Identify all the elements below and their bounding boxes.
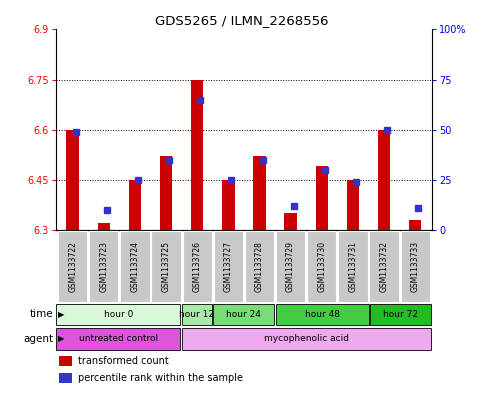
FancyBboxPatch shape [89, 231, 118, 302]
Text: mycophenolic acid: mycophenolic acid [264, 334, 349, 343]
Text: GSM1133727: GSM1133727 [224, 241, 233, 292]
Bar [315, 167, 328, 230]
Bar [59, 373, 72, 384]
Bar [98, 223, 110, 230]
Text: hour 24: hour 24 [227, 310, 261, 319]
FancyBboxPatch shape [400, 231, 430, 302]
Text: ▶: ▶ [58, 334, 64, 343]
Text: GSM1133722: GSM1133722 [68, 241, 77, 292]
Text: GSM1133729: GSM1133729 [286, 241, 295, 292]
Text: hour 48: hour 48 [305, 310, 340, 319]
FancyBboxPatch shape [120, 231, 150, 302]
Bar [378, 130, 390, 230]
Text: ▶: ▶ [58, 310, 64, 319]
Text: GSM1133730: GSM1133730 [317, 241, 326, 292]
Text: transformed count: transformed count [78, 356, 169, 366]
FancyBboxPatch shape [182, 328, 431, 350]
FancyBboxPatch shape [183, 231, 212, 302]
Text: GSM1133733: GSM1133733 [411, 241, 420, 292]
FancyBboxPatch shape [152, 231, 181, 302]
Text: GSM1133725: GSM1133725 [162, 241, 170, 292]
Bar [191, 80, 203, 230]
Bar [128, 180, 141, 230]
Bar [253, 156, 266, 230]
Text: hour 72: hour 72 [384, 310, 418, 319]
Text: GSM1133724: GSM1133724 [130, 241, 140, 292]
Bar [409, 220, 421, 230]
Text: GSM1133732: GSM1133732 [380, 241, 388, 292]
FancyBboxPatch shape [182, 304, 212, 325]
FancyBboxPatch shape [307, 231, 336, 302]
Text: percentile rank within the sample: percentile rank within the sample [78, 373, 243, 384]
Bar [284, 213, 297, 230]
Text: hour 0: hour 0 [104, 310, 133, 319]
Text: time: time [29, 309, 53, 320]
Bar [347, 180, 359, 230]
Bar [160, 156, 172, 230]
Bar [222, 180, 235, 230]
Text: GSM1133728: GSM1133728 [255, 241, 264, 292]
Text: GSM1133723: GSM1133723 [99, 241, 108, 292]
FancyBboxPatch shape [213, 231, 243, 302]
Text: agent: agent [23, 334, 53, 344]
FancyBboxPatch shape [338, 231, 368, 302]
FancyBboxPatch shape [213, 304, 274, 325]
FancyBboxPatch shape [369, 231, 398, 302]
Text: untreated control: untreated control [79, 334, 158, 343]
FancyBboxPatch shape [245, 231, 274, 302]
FancyBboxPatch shape [57, 304, 180, 325]
Text: GDS5265 / ILMN_2268556: GDS5265 / ILMN_2268556 [155, 14, 328, 27]
Text: hour 12: hour 12 [179, 310, 214, 319]
FancyBboxPatch shape [276, 231, 305, 302]
FancyBboxPatch shape [57, 328, 180, 350]
FancyBboxPatch shape [58, 231, 87, 302]
Text: GSM1133731: GSM1133731 [348, 241, 357, 292]
Text: GSM1133726: GSM1133726 [193, 241, 202, 292]
Bar [67, 130, 79, 230]
Bar [59, 356, 72, 366]
FancyBboxPatch shape [276, 304, 369, 325]
FancyBboxPatch shape [370, 304, 431, 325]
